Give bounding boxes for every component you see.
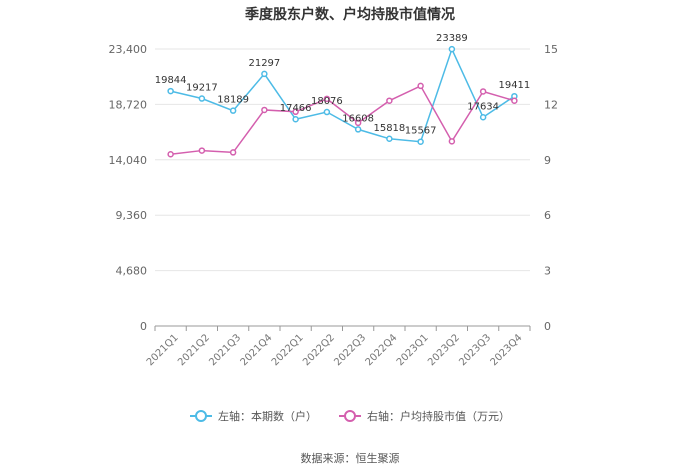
line-chart: 0 4,680 9,360 14,040 18,720 23,400 0 3 6 9 12 15 2…	[109, 33, 559, 368]
right-series-point	[417, 82, 424, 90]
data-label: 19217	[186, 83, 218, 94]
x-tick-label: 2023Q3	[457, 332, 493, 368]
right-series-line	[170, 84, 515, 156]
legend-item-right[interactable]: 右轴：户均持股市值（万元）	[339, 408, 510, 424]
x-tick-label: 2021Q4	[239, 332, 275, 368]
left-series-point	[167, 87, 174, 95]
legend: 左轴：本期数（户） 右轴：户均持股市值（万元）	[0, 408, 700, 424]
right-series-point	[261, 106, 268, 114]
right-series-point	[448, 138, 456, 145]
data-label: 19411	[498, 80, 530, 91]
right-tick-label: 12	[544, 98, 558, 111]
right-tick-label: 6	[544, 209, 551, 222]
left-series-point	[292, 115, 299, 123]
data-label: 16608	[342, 113, 374, 124]
x-tick-label: 2022Q1	[270, 332, 306, 368]
chart-title: 季度股东户数、户均持股市值情况	[245, 7, 455, 23]
right-series-point	[479, 88, 487, 95]
x-tick-label: 2021Q1	[145, 332, 181, 368]
data-label: 18189	[217, 95, 249, 106]
x-tick-label: 2023Q2	[426, 332, 462, 368]
data-label: 15818	[373, 123, 405, 134]
legend-left-label: 左轴：本期数（户）	[218, 410, 317, 423]
right-series-point	[323, 95, 331, 103]
right-series-point	[511, 97, 518, 104]
left-tick-label: 23,400	[109, 43, 148, 56]
data-label: 21297	[248, 58, 280, 69]
x-axis: 2021Q12021Q22021Q32021Q42022Q12022Q22022…	[145, 325, 531, 368]
right-series-point	[292, 108, 299, 116]
left-tick-label: 9,360	[116, 209, 148, 222]
left-tick-label: 18,720	[109, 98, 148, 111]
right-tick-label: 15	[544, 43, 558, 56]
legend-right-label: 右轴：户均持股市值（万元）	[367, 410, 510, 423]
data-label: 17634	[467, 101, 499, 112]
left-series-point	[448, 45, 456, 53]
data-label: 18076	[311, 96, 343, 107]
legend-left-marker	[190, 410, 212, 422]
right-axis: 0 3 6 9 12 15	[544, 43, 558, 333]
right-series-point	[229, 149, 237, 156]
left-series-point	[417, 138, 424, 145]
x-tick-label: 2022Q3	[332, 332, 368, 368]
data-label: 19844	[155, 75, 187, 86]
right-tick-label: 9	[544, 154, 551, 167]
left-series-point	[354, 126, 362, 133]
right-series-point	[354, 119, 362, 127]
x-tick-label: 2022Q2	[301, 332, 337, 368]
data-label: 17466	[280, 103, 312, 114]
series-layer	[167, 45, 518, 158]
legend-item-left[interactable]: 左轴：本期数（户）	[190, 408, 317, 424]
data-label: 23389	[436, 33, 468, 44]
x-tick-label: 2023Q4	[489, 332, 525, 368]
x-tick-label: 2021Q2	[176, 332, 212, 368]
data-label: 15567	[405, 126, 437, 137]
left-series-point	[261, 70, 268, 78]
legend-right-marker	[339, 410, 361, 422]
left-series-point	[323, 108, 331, 116]
right-tick-label: 3	[544, 265, 551, 278]
x-tick-label: 2023Q1	[395, 332, 431, 368]
left-series-point	[198, 95, 206, 102]
left-series-point	[386, 135, 393, 143]
right-tick-label: 0	[544, 320, 551, 333]
right-series-point	[198, 147, 206, 154]
left-series-point	[479, 114, 487, 121]
left-tick-label: 0	[140, 320, 147, 333]
left-axis: 0 4,680 9,360 14,040 18,720 23,400	[109, 43, 148, 333]
left-series-point	[229, 107, 237, 114]
right-series-point	[167, 151, 174, 158]
x-tick-label: 2022Q4	[364, 332, 400, 368]
left-tick-label: 14,040	[109, 154, 148, 167]
left-series-line	[170, 47, 515, 143]
right-series-point	[386, 97, 393, 104]
left-tick-label: 4,680	[116, 265, 148, 278]
data-source: 数据来源：恒生聚源	[300, 452, 400, 465]
x-tick-label: 2021Q3	[207, 332, 243, 368]
